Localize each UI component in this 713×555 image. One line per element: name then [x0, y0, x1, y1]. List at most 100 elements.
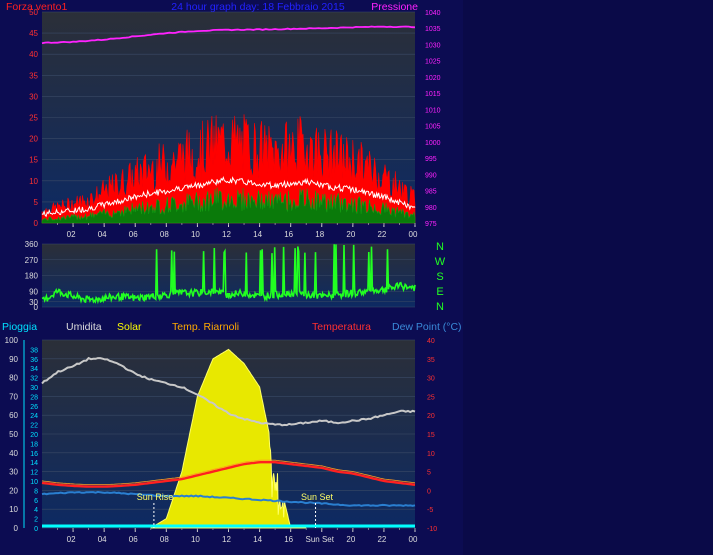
x-tick-label: 08 [160, 230, 169, 239]
temp-tick-label: 5 [427, 470, 431, 477]
y-tick-label-right: 1025 [425, 59, 441, 66]
wind-title: Forza vento1 [6, 1, 67, 13]
x-tick-label: 08 [160, 535, 169, 544]
y-tick-label: 90 [29, 287, 38, 296]
panel1-series [41, 25, 416, 224]
temperature-series [41, 461, 416, 488]
solar-tick-label: 30 [30, 385, 38, 392]
humidity-tick-label: 40 [9, 449, 18, 458]
panel3-axes: 0102030405060708090100024681012141618202… [5, 336, 438, 544]
x-tick-label: 16 [284, 230, 293, 239]
solar-tick-label: 4 [34, 507, 38, 514]
humidity-tick-label: 70 [9, 392, 18, 401]
solar-tick-label: 16 [30, 451, 38, 458]
panel2-axes: 030 90 180 270 360 [25, 240, 39, 312]
temp-tick-label: 20 [427, 413, 435, 420]
humidity-series [41, 356, 416, 427]
wind-green-series [41, 187, 416, 224]
chart-title: 24 hour graph day: 18 Febbraio 2015 [171, 1, 345, 13]
x-tick-label: 16 [284, 535, 293, 544]
temp-tick-label: 40 [427, 338, 435, 345]
humidity-tick-label: 20 [9, 486, 18, 495]
y-tick-label-right: 990 [425, 172, 437, 179]
y-tick-label-right: 1005 [425, 124, 441, 131]
temp-tick-label: 25 [427, 394, 435, 401]
sunrise-label: Sun Rise [137, 492, 174, 502]
y-tick-label: 360 [25, 240, 39, 249]
y-tick-label-left: 15 [29, 156, 38, 165]
panel2-series [41, 244, 416, 305]
solar-tick-label: 34 [30, 366, 38, 373]
solar-tick-label: 18 [30, 441, 38, 448]
y-tick-label-right: 1040 [425, 10, 441, 17]
x-tick-label: 02 [67, 535, 76, 544]
y-tick-label-right: 1000 [425, 140, 441, 147]
compass-letter: N [436, 301, 444, 313]
dewpoint-series [41, 490, 416, 507]
x-tick-label: 04 [98, 230, 107, 239]
y-tick-label-left: 5 [34, 198, 39, 207]
y-tick-label-right: 980 [425, 205, 437, 212]
solar-tick-label: 0 [34, 526, 38, 533]
humidity-tick-label: 50 [9, 430, 18, 439]
y-tick-label-right: 1010 [425, 107, 441, 114]
y-tick-label-right: 1015 [425, 91, 441, 98]
compass-letter: E [436, 286, 443, 298]
humidity-tick-label: 60 [9, 411, 18, 420]
solar-tick-label: 38 [30, 347, 38, 354]
humidity-tick-label: 30 [9, 468, 18, 477]
x-tick-label: 22 [377, 535, 386, 544]
y-tick-label-left: 40 [29, 50, 38, 59]
y-tick-label: 270 [25, 256, 39, 265]
solar-tick-label: 24 [30, 413, 38, 420]
x-tick-label: 14 [253, 535, 262, 544]
legend-dewpoint: Dew Point (°C) [392, 321, 462, 333]
x-tick-label: 04 [98, 535, 107, 544]
compass-letter: N [436, 241, 444, 253]
temp-tick-label: 35 [427, 357, 435, 364]
x-tick-label: 20 [346, 230, 355, 239]
y-tick-label-left: 50 [29, 8, 38, 17]
y-tick-label-right: 1030 [425, 42, 441, 49]
y-tick-label-left: 35 [29, 71, 38, 80]
temp-tick-label: 0 [427, 488, 431, 495]
y-tick-label-right: 1035 [425, 26, 441, 33]
pressure-series [41, 25, 416, 45]
y-tick-label-right: 985 [425, 189, 437, 196]
y-tick-label-left: 20 [29, 135, 38, 144]
solar-tick-label: 20 [30, 432, 38, 439]
legend-heat: Temp. Riarnoli [172, 321, 239, 333]
legend-temperature: Temperatura [312, 321, 371, 333]
x-tick-label: 12 [222, 535, 231, 544]
x-tick-label: 10 [191, 230, 200, 239]
y-tick-label: 30 [29, 298, 38, 307]
y-tick-label-left: 10 [29, 177, 38, 186]
solar-tick-label: 22 [30, 423, 38, 430]
legend-rain: Pioggia [2, 321, 37, 333]
solar-tick-label: 36 [30, 357, 38, 364]
temp-tick-label: -10 [427, 526, 437, 533]
compass-letter: S [436, 271, 443, 283]
solar-tick-label: 8 [34, 488, 38, 495]
pressure-title: Pressione [371, 1, 418, 13]
heat-index-series [41, 459, 416, 486]
x-tick-label: 00 [409, 535, 418, 544]
y-tick-label-left: 30 [29, 92, 38, 101]
solar-tick-label: 32 [30, 376, 38, 383]
x-tick-label: 18 [315, 230, 324, 239]
y-tick-label-right: 1020 [425, 75, 441, 82]
x-tick-label: Sun Set [306, 535, 335, 544]
legend-solar: Solar [117, 321, 142, 333]
x-tick-label: 00 [409, 230, 418, 239]
y-tick-label-left: 25 [29, 114, 38, 123]
wind-avg-series [41, 176, 416, 218]
y-tick-label-left: 45 [29, 29, 38, 38]
x-tick-label: 12 [222, 230, 231, 239]
y-tick-label: 0 [34, 303, 39, 312]
solar-tick-label: 10 [30, 479, 38, 486]
temp-tick-label: 30 [427, 376, 435, 383]
x-tick-label: 14 [253, 230, 262, 239]
